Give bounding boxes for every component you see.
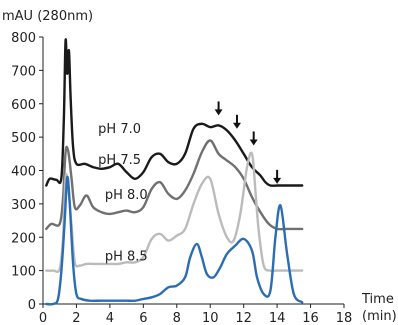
y-tick-label: 100 [11,265,36,280]
x-tick-label: 0 [39,311,47,325]
series-label-layer: pH 7.0 pH 7.5 pH 8.0 pH 8.5 [98,122,148,264]
x-tick-label: 6 [139,311,147,325]
arrow-down-head [214,109,223,116]
y-tick-label: 800 [11,31,36,46]
y-tick-label: 300 [11,198,36,213]
x-tick-label: 16 [302,311,319,325]
series-label: pH 8.0 [105,188,148,203]
x-tick-label: 12 [235,311,252,325]
x-tick-label: 10 [202,311,219,325]
x-tick-label: 2 [72,311,80,325]
x-tick-label: 18 [336,311,353,325]
y-axis-title: mAU (280nm) [2,9,93,24]
series-label: pH 8.5 [105,250,148,265]
x-tick-label: 8 [173,311,181,325]
series-line-ph-8-0 [45,151,304,274]
y-tick-label: 600 [11,98,36,113]
y-tick-label: 400 [11,165,36,180]
series-line-ph-8-5 [45,175,304,306]
series-line-ph-7-5 [45,139,304,231]
series-label: pH 7.5 [98,153,141,168]
series-layer [45,38,304,306]
x-axis-title-line1: Time [361,292,394,307]
y-tick-label: 0 [28,298,36,313]
axes: 0 100 200 300 400 500 600 700 800 0 2 4 6 8 10 12 14 16 18 [11,31,352,325]
series-line-ph-7-0 [45,38,304,187]
y-tick-label: 700 [11,64,36,79]
x-axis-title-line2: (min) [362,309,397,324]
series-label: pH 7.0 [98,122,141,137]
arrow-down-head [249,139,258,146]
x-tick-label: 14 [269,311,286,325]
y-tick-label: 200 [11,231,36,246]
annotation-layer [214,101,282,184]
arrow-down-head [232,122,241,129]
y-tick-label: 500 [11,131,36,146]
arrow-down-head [273,177,282,184]
x-tick-label: 4 [106,311,114,325]
